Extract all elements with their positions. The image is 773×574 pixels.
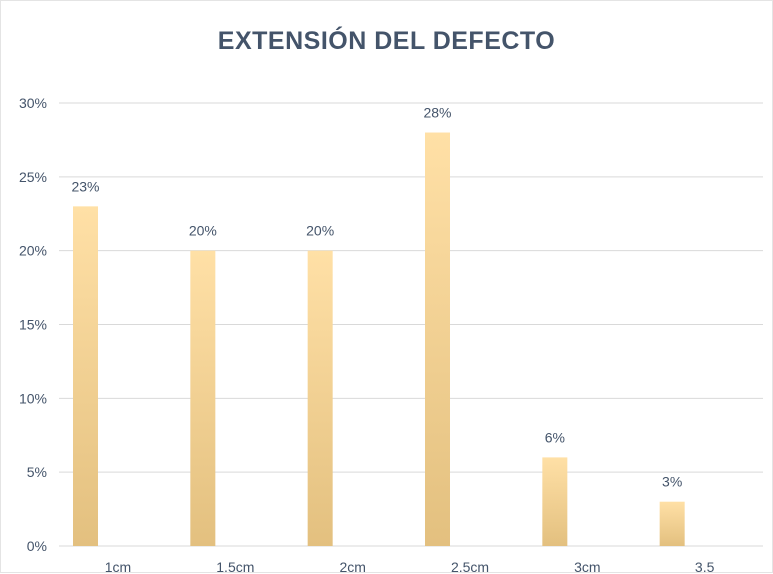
data-label: 6% [545,429,565,445]
data-label: 28% [423,105,451,121]
x-category-label: 2cm [339,559,365,574]
data-label: 3% [662,474,682,490]
y-tick-label: 15% [19,317,47,333]
bar-1cm [73,206,98,546]
bar-2cm [307,250,333,546]
y-tick-label: 20% [19,243,47,259]
bar-2.5cm [425,132,450,547]
y-tick-label: 0% [27,538,47,554]
bar-3cm [542,457,568,546]
bar-3.5 [659,501,685,546]
x-category-label: 2.5cm [451,559,489,574]
y-tick-label: 25% [19,169,47,185]
data-label: 23% [71,178,99,194]
x-category-label: 3cm [574,559,600,574]
x-category-label: 1.5cm [216,559,254,574]
chart-title: EXTENSIÓN DEL DEFECTO [217,27,556,55]
data-label: 20% [306,223,334,239]
y-tick-label: 5% [27,464,47,480]
x-category-label: 1cm [105,559,131,574]
data-label: 20% [189,223,217,239]
bar-1.5cm [190,250,216,546]
y-tick-label: 10% [19,390,47,406]
x-category-label: 3.5 [695,559,715,574]
y-tick-label: 30% [19,95,47,111]
